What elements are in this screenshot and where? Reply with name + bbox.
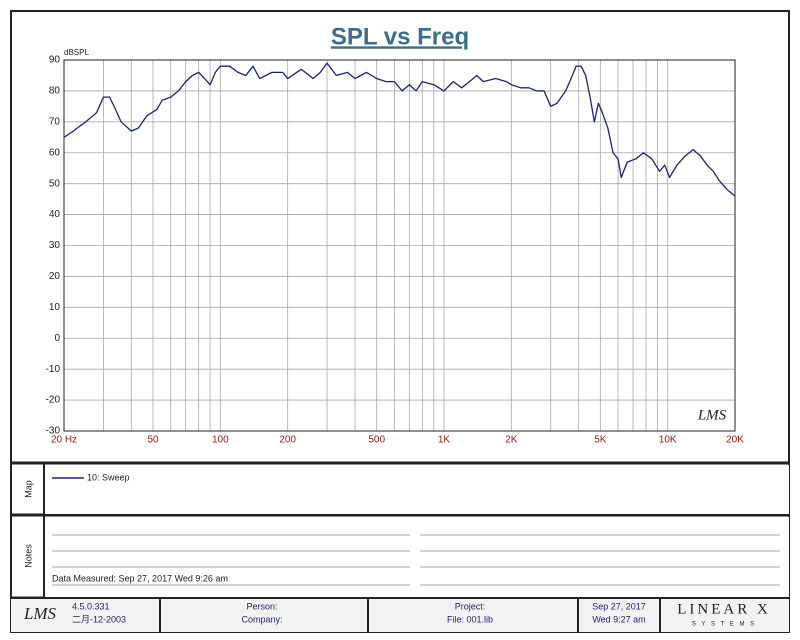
notes-label: Notes: [23, 544, 33, 568]
footer-logo: LMS: [23, 604, 57, 623]
project: Project:: [455, 601, 486, 611]
y-tick-label: 10: [49, 302, 61, 313]
x-tick-label: 1K: [438, 435, 451, 446]
y-axis-unit: dBSPL: [64, 48, 89, 57]
map-label: Map: [23, 480, 33, 498]
notes-text: Data Measured: Sep 27, 2017 Wed 9:26 am: [52, 573, 228, 583]
date: Sep 27, 2017: [592, 601, 646, 611]
x-tick-label: 500: [368, 435, 385, 446]
plot-layer: [63, 62, 736, 197]
plot-border: [63, 59, 736, 432]
data-line: [63, 62, 736, 197]
map-panel: [45, 465, 789, 514]
version: 4.5.0.331: [72, 601, 110, 611]
brand-sub: S Y S T E M S: [692, 622, 756, 628]
person: Person:: [246, 601, 277, 611]
y-tick-label: -10: [46, 364, 61, 375]
y-tick-label: 20: [49, 271, 61, 282]
y-tick-label: 70: [49, 116, 61, 127]
y-tick-label: 30: [49, 240, 61, 251]
x-tick-label: 5K: [594, 435, 607, 446]
file: File: 001.lib: [447, 614, 493, 624]
chart-title: SPL vs Freq: [331, 23, 469, 50]
build-date: 二月-12-2003: [72, 614, 126, 624]
y-tick-label: 50: [49, 178, 61, 189]
y-tick-label: -30: [46, 426, 61, 437]
x-tick-label: 100: [212, 435, 229, 446]
note-lines: [52, 534, 780, 586]
y-tick-label: 0: [54, 333, 60, 344]
y-tick-label: 60: [49, 147, 61, 158]
footer: [11, 599, 789, 632]
x-tick-label: 50: [147, 435, 159, 446]
y-tick-label: -20: [46, 395, 61, 406]
legend-entry: 10: Sweep: [87, 472, 130, 482]
x-tick-label: 20K: [726, 435, 744, 446]
y-tick-label: 90: [49, 55, 61, 66]
watermark: LMS: [697, 407, 727, 423]
x-tick-label: 2K: [505, 435, 518, 446]
y-tick-label: 40: [49, 209, 61, 220]
x-tick-label: 200: [279, 435, 296, 446]
brand: LINEAR X: [677, 601, 771, 617]
y-tick-label: 80: [49, 86, 61, 97]
footer-dividers: [159, 599, 661, 632]
x-tick-label: 20 Hz: [51, 435, 77, 446]
time: Wed 9:27 am: [592, 614, 645, 624]
x-tick-label: 10K: [659, 435, 677, 446]
company: Company:: [241, 614, 282, 624]
notes-panel: [45, 517, 789, 597]
